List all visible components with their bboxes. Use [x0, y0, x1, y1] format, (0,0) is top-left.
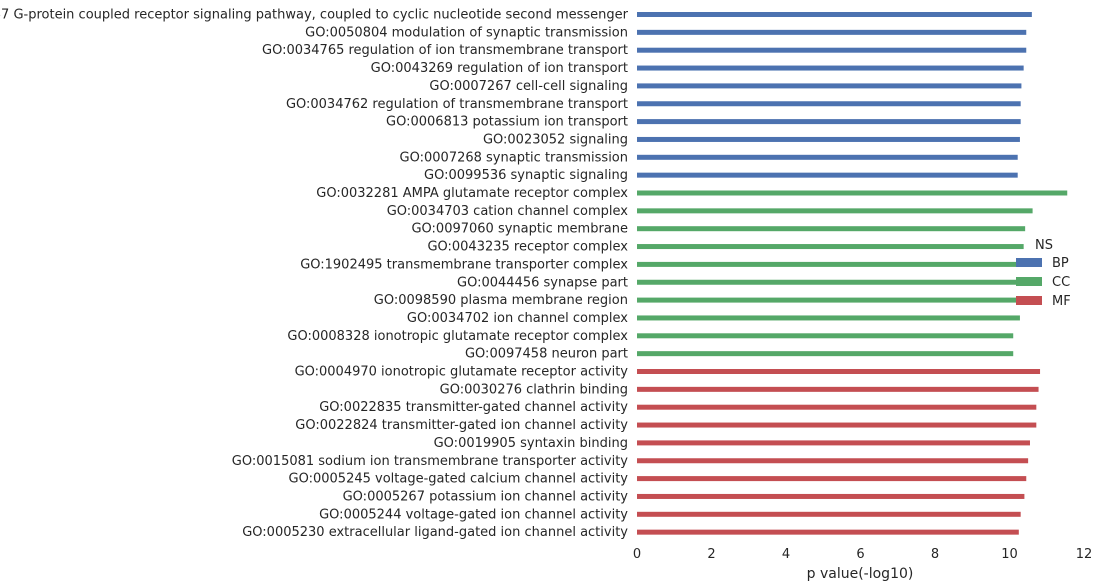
bar-cc [637, 351, 1014, 357]
bar-cc [637, 315, 1020, 321]
bar-bp [637, 47, 1027, 53]
category-label: GO:0019905 syntaxin binding [434, 436, 628, 451]
bar-bp [637, 154, 1018, 160]
bar-mf [637, 493, 1025, 499]
category-label: GO:0004970 ionotropic glutamate receptor… [295, 365, 629, 380]
category-label: GO:0099536 synaptic signaling [424, 168, 628, 183]
x-tick-label: 10 [1001, 547, 1018, 562]
category-labels: GO:0007187 G-protein coupled receptor si… [0, 8, 629, 541]
category-label: GO:0043269 regulation of ion transport [371, 61, 628, 76]
x-tick-label: 6 [856, 547, 864, 562]
category-label: GO:0034762 regulation of transmembrane t… [286, 97, 628, 112]
category-label: GO:0005244 voltage-gated ion channel act… [319, 507, 628, 522]
bar-mf [637, 422, 1037, 428]
bar-mf [637, 369, 1041, 374]
bar-bp [637, 172, 1018, 178]
bar-bp [637, 83, 1022, 89]
x-axis-label: p value(-log10) [807, 566, 914, 582]
bar-bp [637, 12, 1032, 17]
legend: NS BP CC MF [1016, 238, 1071, 309]
bar-mf [637, 458, 1029, 464]
legend-title: NS [1035, 238, 1053, 253]
bar-mf [637, 529, 1019, 535]
category-label: GO:0005267 potassium ion channel activit… [343, 489, 629, 504]
bar-mf [637, 476, 1027, 482]
bar-mf [637, 386, 1039, 392]
category-label: GO:0034702 ion channel complex [407, 311, 628, 326]
legend-swatch-cc [1016, 277, 1042, 286]
x-tick-label: 12 [1076, 547, 1093, 562]
bar-bp [637, 65, 1024, 71]
category-label: GO:0098590 plasma membrane region [374, 293, 628, 308]
legend-label-bp: BP [1052, 256, 1069, 271]
bar-mf [637, 404, 1037, 410]
bar-bp [637, 136, 1020, 142]
category-label: GO:0097060 synaptic membrane [411, 222, 628, 237]
bar-cc [637, 190, 1068, 196]
bars [637, 12, 1068, 535]
x-tick-label: 2 [707, 547, 715, 562]
bar-cc [637, 333, 1014, 339]
bar-cc [637, 261, 1021, 267]
category-label: GO:0043235 receptor complex [427, 240, 628, 255]
category-label: GO:0044456 synapse part [457, 275, 628, 290]
category-label: GO:0030276 clathrin binding [440, 382, 628, 397]
category-label: GO:0032281 AMPA glutamate receptor compl… [316, 186, 628, 201]
category-label: GO:0022824 transmitter-gated ion channel… [295, 418, 628, 433]
bar-bp [637, 119, 1021, 125]
x-axis-ticks: 0 2 4 6 8 10 12 [633, 547, 1092, 562]
x-tick-label: 8 [931, 547, 939, 562]
category-label: GO:0050804 modulation of synaptic transm… [305, 25, 628, 40]
category-label: GO:0023052 signaling [483, 132, 628, 147]
legend-swatch-bp [1016, 258, 1042, 267]
bar-cc [637, 226, 1026, 232]
category-label: GO:1902495 transmembrane transporter com… [300, 257, 628, 272]
bar-cc [637, 297, 1020, 303]
category-label: GO:0005230 extracellular ligand-gated io… [242, 525, 628, 540]
category-label: GO:0007268 synaptic transmission [400, 150, 628, 165]
category-label: GO:0007267 cell-cell signaling [429, 79, 628, 94]
x-tick-label: 4 [782, 547, 790, 562]
category-label: GO:0097458 neuron part [465, 347, 628, 362]
category-label: GO:0015081 sodium ion transmembrane tran… [232, 454, 628, 469]
legend-swatch-mf [1016, 296, 1042, 305]
category-label: GO:0007187 G-protein coupled receptor si… [0, 8, 629, 23]
x-tick-label: 0 [633, 547, 641, 562]
bar-mf [637, 440, 1030, 446]
bar-cc [637, 208, 1033, 214]
category-label: GO:0005245 voltage-gated calcium channel… [289, 472, 629, 487]
category-label: GO:0034765 regulation of ion transmembra… [262, 43, 628, 58]
bar-bp [637, 29, 1027, 35]
category-label: GO:0006813 potassium ion transport [386, 115, 628, 130]
bar-mf [637, 511, 1021, 517]
legend-label-mf: MF [1052, 294, 1071, 309]
bar-cc [637, 279, 1021, 285]
legend-label-cc: CC [1052, 275, 1070, 290]
category-label: GO:0034703 cation channel complex [387, 204, 629, 219]
bar-bp [637, 101, 1021, 107]
category-label: GO:0008328 ionotropic glutamate receptor… [287, 329, 628, 344]
bar-cc [637, 244, 1024, 250]
category-label: GO:0022835 transmitter-gated channel act… [319, 400, 628, 415]
